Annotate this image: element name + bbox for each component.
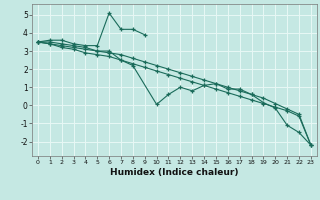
X-axis label: Humidex (Indice chaleur): Humidex (Indice chaleur) — [110, 168, 239, 177]
